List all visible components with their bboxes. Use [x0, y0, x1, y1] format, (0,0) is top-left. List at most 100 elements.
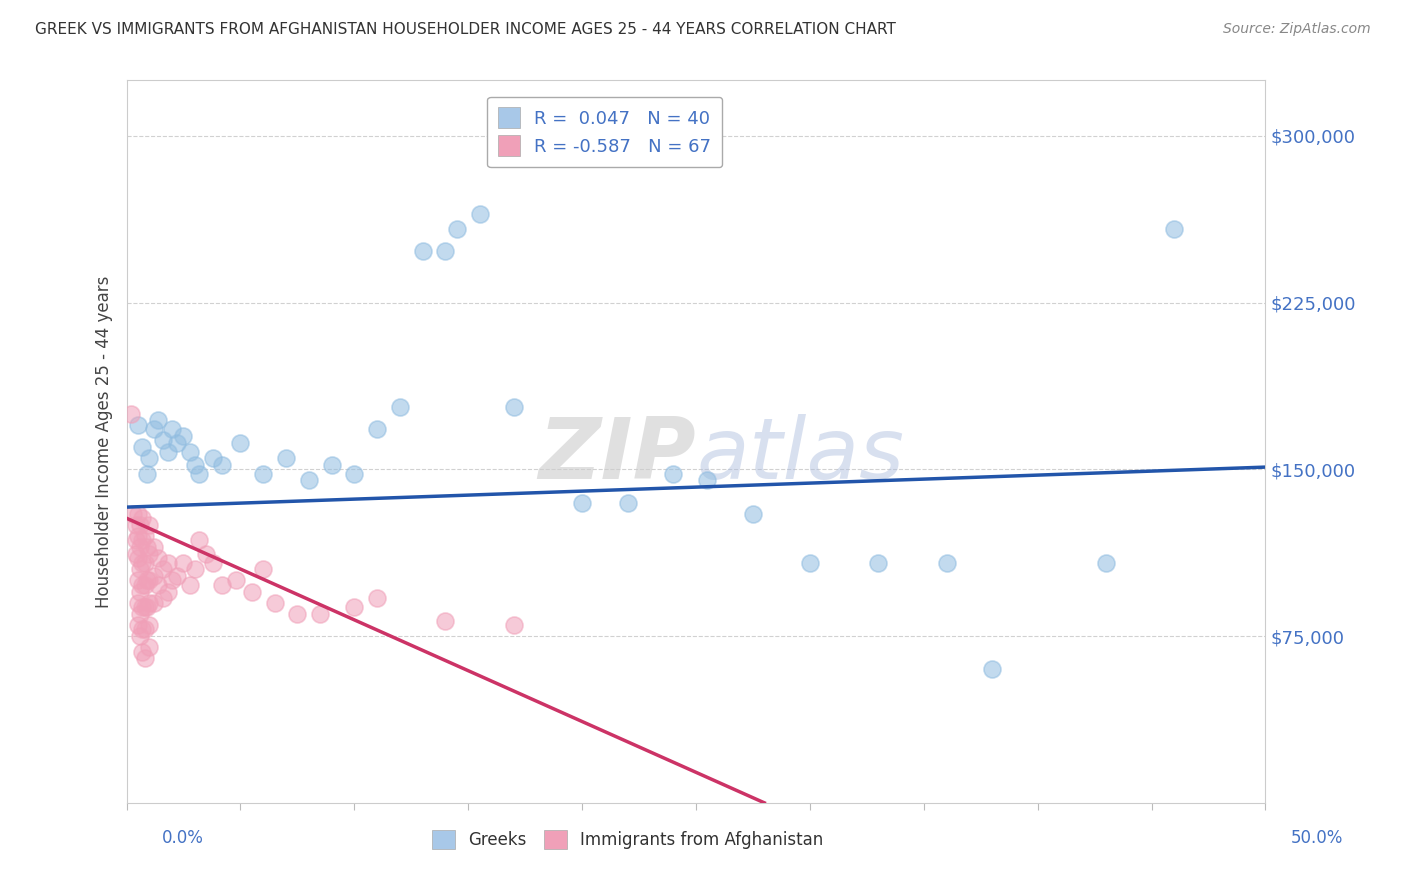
Point — [152, 434, 174, 448]
Point — [131, 578, 153, 592]
Point — [211, 578, 233, 592]
Point — [138, 618, 160, 632]
Point — [131, 556, 153, 570]
Point — [366, 591, 388, 606]
Point — [172, 429, 194, 443]
Point — [184, 458, 207, 472]
Point — [202, 451, 225, 466]
Point — [136, 574, 159, 588]
Point — [799, 556, 821, 570]
Point — [434, 244, 457, 259]
Point — [131, 511, 153, 525]
Point — [142, 596, 165, 610]
Point — [134, 623, 156, 637]
Point — [742, 507, 765, 521]
Point — [502, 400, 524, 414]
Point — [160, 422, 183, 436]
Point — [981, 662, 1004, 676]
Point — [124, 517, 146, 532]
Point — [127, 529, 149, 543]
Point — [134, 556, 156, 570]
Point — [412, 244, 434, 259]
Text: 0.0%: 0.0% — [162, 829, 204, 847]
Point — [468, 207, 491, 221]
Point — [138, 517, 160, 532]
Point — [127, 596, 149, 610]
Point — [122, 507, 145, 521]
Point — [152, 562, 174, 576]
Point — [343, 467, 366, 481]
Point — [1095, 556, 1118, 570]
Point — [434, 614, 457, 628]
Point — [131, 533, 153, 548]
Point — [127, 618, 149, 632]
Point — [142, 422, 165, 436]
Point — [152, 591, 174, 606]
Point — [309, 607, 332, 621]
Point — [343, 600, 366, 615]
Point — [124, 547, 146, 561]
Point — [148, 578, 170, 592]
Point — [616, 496, 638, 510]
Point — [134, 529, 156, 543]
Point — [240, 584, 263, 599]
Text: Source: ZipAtlas.com: Source: ZipAtlas.com — [1223, 22, 1371, 37]
Point — [252, 467, 274, 481]
Point — [287, 607, 309, 621]
Point — [571, 496, 593, 510]
Point — [188, 467, 211, 481]
Y-axis label: Householder Income Ages 25 - 44 years: Householder Income Ages 25 - 44 years — [94, 276, 112, 607]
Point — [148, 413, 170, 427]
Point — [134, 651, 156, 665]
Text: atlas: atlas — [696, 415, 904, 498]
Point — [127, 551, 149, 566]
Point — [131, 600, 153, 615]
Point — [195, 547, 218, 561]
Point — [127, 574, 149, 588]
Legend: Greeks, Immigrants from Afghanistan: Greeks, Immigrants from Afghanistan — [425, 823, 830, 856]
Point — [229, 435, 252, 450]
Point — [662, 467, 685, 481]
Point — [138, 451, 160, 466]
Text: GREEK VS IMMIGRANTS FROM AFGHANISTAN HOUSEHOLDER INCOME AGES 25 - 44 YEARS CORRE: GREEK VS IMMIGRANTS FROM AFGHANISTAN HOU… — [35, 22, 896, 37]
Point — [225, 574, 247, 588]
Point — [366, 422, 388, 436]
Point — [138, 574, 160, 588]
Point — [142, 540, 165, 554]
Point — [179, 578, 201, 592]
Point — [321, 458, 343, 472]
Point — [129, 629, 152, 643]
Point — [124, 533, 146, 548]
Point — [263, 596, 285, 610]
Point — [202, 556, 225, 570]
Point — [156, 444, 179, 458]
Point — [138, 640, 160, 655]
Point — [502, 618, 524, 632]
Point — [156, 556, 179, 570]
Point — [252, 562, 274, 576]
Point — [142, 569, 165, 583]
Point — [274, 451, 297, 466]
Point — [156, 584, 179, 599]
Point — [138, 547, 160, 561]
Point — [935, 556, 957, 570]
Point — [138, 596, 160, 610]
Point — [184, 562, 207, 576]
Text: ZIP: ZIP — [538, 415, 696, 498]
Point — [131, 440, 153, 454]
Point — [129, 517, 152, 532]
Point — [136, 467, 159, 481]
Point — [127, 507, 149, 521]
Point — [129, 562, 152, 576]
Point — [696, 474, 718, 488]
Point — [160, 574, 183, 588]
Point — [188, 533, 211, 548]
Point — [166, 435, 188, 450]
Point — [166, 569, 188, 583]
Text: 50.0%: 50.0% — [1291, 829, 1343, 847]
Point — [172, 556, 194, 570]
Point — [211, 458, 233, 472]
Point — [446, 222, 468, 236]
Point — [129, 607, 152, 621]
Point — [868, 556, 890, 570]
